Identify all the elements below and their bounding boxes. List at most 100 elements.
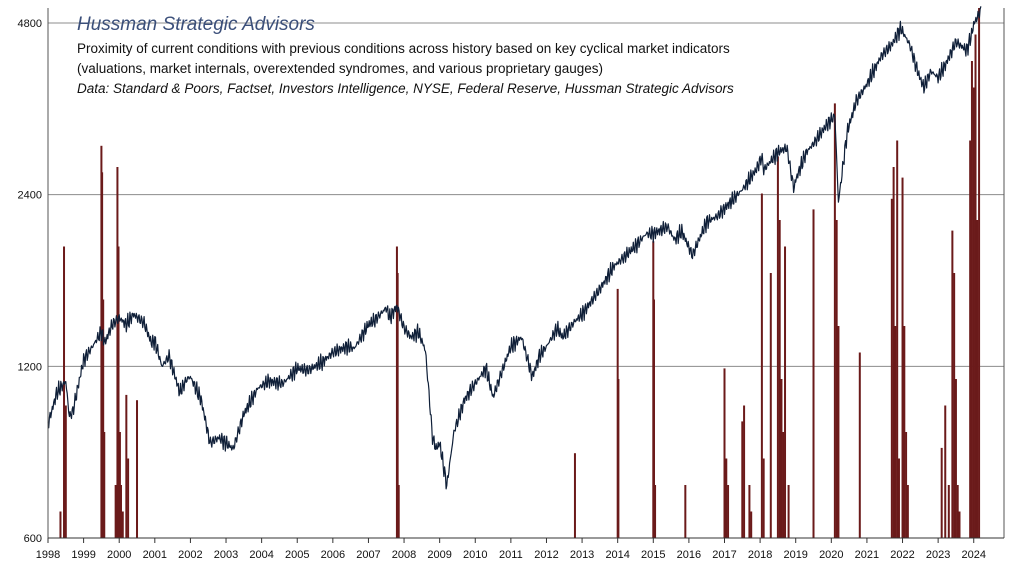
bar-29	[741, 421, 744, 538]
x-tick-label-2022: 2022	[890, 549, 914, 561]
bar-55	[906, 485, 909, 538]
bar-2	[64, 405, 67, 538]
chart-source: Data: Standard & Poors, Factset, Investo…	[77, 81, 734, 96]
x-tick-label-1998: 1998	[36, 549, 60, 561]
x-tick-label-2005: 2005	[285, 549, 309, 561]
bar-34	[762, 458, 765, 538]
bar-49	[894, 326, 897, 538]
chart-title: Hussman Strategic Advisors	[77, 14, 315, 35]
x-tick-label-2006: 2006	[321, 549, 345, 561]
bar-8	[116, 167, 119, 538]
chart-subtitle-line-2: (valuations, market internals, overexten…	[77, 61, 603, 76]
x-tick-label-2018: 2018	[748, 549, 772, 561]
bar-56	[940, 447, 943, 538]
bar-28	[727, 485, 730, 538]
bar-15	[136, 400, 139, 538]
bar-57	[944, 405, 947, 538]
bar-38	[780, 379, 783, 538]
bar-61	[954, 379, 957, 538]
plot-frame	[47, 8, 1005, 539]
x-tick-label-2004: 2004	[249, 549, 273, 561]
bar-1	[63, 246, 66, 538]
x-tick-label-2019: 2019	[783, 549, 807, 561]
bar-44	[835, 220, 838, 538]
x-tick-label-2016: 2016	[677, 549, 701, 561]
bar-64	[969, 140, 972, 538]
bar-12	[121, 511, 124, 538]
bar-7	[114, 485, 117, 538]
bar-42	[812, 209, 815, 538]
bar-33	[760, 193, 763, 538]
x-tick-label-2013: 2013	[570, 549, 594, 561]
x-tick-label-2002: 2002	[178, 549, 202, 561]
bar-53	[903, 326, 906, 538]
bar-30	[743, 405, 746, 538]
x-tick-label-2020: 2020	[819, 549, 843, 561]
bar-32	[750, 511, 753, 538]
bar-23	[653, 299, 656, 538]
bar-48	[892, 167, 895, 538]
chart-subtitle-line-1: Proximity of current conditions with pre…	[77, 41, 730, 56]
sp500-line	[47, 6, 982, 490]
bar-68	[976, 220, 979, 538]
x-tick-label-2009: 2009	[427, 549, 451, 561]
bar-59	[951, 230, 954, 538]
bar-69	[978, 8, 981, 538]
bar-65	[970, 61, 973, 538]
x-tick-label-2010: 2010	[463, 549, 487, 561]
bar-13	[125, 394, 128, 538]
y-tick-label-600: 600	[24, 533, 42, 545]
bar-67	[974, 34, 977, 538]
bar-62	[956, 485, 959, 538]
bar-6	[103, 432, 106, 538]
y-tick-label-4800: 4800	[18, 18, 42, 30]
bar-24	[654, 485, 657, 538]
bar-31	[748, 485, 751, 538]
y-tick-label-2400: 2400	[18, 190, 42, 202]
bar-4	[101, 172, 104, 539]
bar-14	[127, 458, 130, 538]
bar-25	[684, 485, 687, 538]
bar-36	[776, 156, 779, 538]
bar-63	[958, 511, 961, 538]
x-tick-label-2003: 2003	[214, 549, 238, 561]
x-tick-label-2008: 2008	[392, 549, 416, 561]
bar-45	[837, 326, 840, 538]
bar-46	[858, 352, 861, 538]
x-tick-label-2023: 2023	[926, 549, 950, 561]
bar-54	[905, 432, 908, 538]
bar-21	[617, 379, 620, 538]
x-tick-label-1999: 1999	[71, 549, 95, 561]
x-tick-label-2015: 2015	[641, 549, 665, 561]
bar-66	[972, 87, 975, 538]
bar-series	[59, 8, 981, 539]
bar-50	[896, 140, 899, 538]
bar-9	[117, 246, 120, 538]
x-tick-label-2021: 2021	[855, 549, 879, 561]
bar-41	[787, 485, 790, 538]
gridlines	[48, 22, 1004, 367]
y-axis-ticks: 600 1200 2400 4800	[18, 18, 42, 545]
bar-47	[890, 198, 893, 539]
bar-52	[901, 177, 904, 538]
bar-5	[102, 299, 105, 538]
bar-51	[897, 458, 900, 538]
bar-11	[119, 485, 122, 538]
bar-43	[833, 103, 836, 539]
bar-26	[723, 368, 726, 538]
bar-39	[782, 432, 785, 538]
bar-27	[725, 458, 728, 538]
x-tick-label-2007: 2007	[356, 549, 380, 561]
x-tick-label-2014: 2014	[605, 549, 629, 561]
bar-0	[59, 511, 62, 538]
bar-17	[396, 273, 399, 538]
y-tick-label-1200: 1200	[18, 361, 42, 373]
bar-37	[778, 220, 781, 538]
bar-60	[953, 273, 956, 538]
x-tick-label-2017: 2017	[712, 549, 736, 561]
x-tick-label-2012: 2012	[534, 549, 558, 561]
x-tick-label-2001: 2001	[143, 549, 167, 561]
bar-58	[947, 485, 950, 538]
line-series	[47, 6, 982, 490]
bar-19	[573, 453, 576, 538]
